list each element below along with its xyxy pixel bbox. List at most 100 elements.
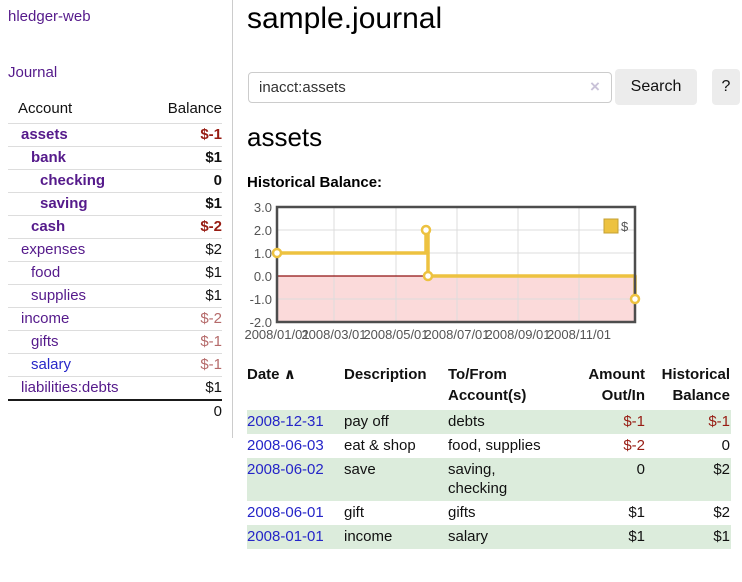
transaction-description: gift [344, 504, 365, 521]
accounts-header-account: Account [18, 100, 73, 117]
sidebar-item-journal[interactable]: Journal [8, 64, 58, 81]
account-balance: $1 [151, 146, 222, 170]
svg-text:2008/03/01: 2008/03/01 [301, 327, 366, 342]
svg-text:-2.0: -2.0 [250, 315, 272, 330]
transaction-date-link[interactable]: 2008-12-31 [247, 413, 324, 430]
accounts-total-value: 0 [151, 399, 222, 423]
date-header-label: Date [247, 366, 280, 383]
transaction-amount: $1 [628, 528, 645, 545]
accounts-header-row: Account Balance [8, 96, 222, 124]
search-form: × Search ? [247, 69, 742, 105]
account-row-checking: checking 0 [8, 169, 222, 193]
transaction-accounts: gifts [448, 504, 476, 521]
chart-data-markers [271, 224, 641, 305]
account-balance: $-1 [151, 353, 222, 377]
register-row: 2008-06-01 gift gifts $1 $2 [247, 501, 731, 525]
transaction-description: save [344, 461, 376, 478]
account-balance: $-1 [151, 123, 222, 147]
account-link-expenses[interactable]: expenses [21, 241, 86, 258]
svg-text:-1.0: -1.0 [250, 292, 272, 307]
page-title: sample.journal [247, 2, 443, 35]
register-header-row: Date ∧ Description To/From Account(s) Am… [247, 360, 731, 410]
register-row: 2008-06-03 eat & shop food, supplies $-2… [247, 434, 731, 458]
account-link-income[interactable]: income [21, 310, 70, 327]
chart-x-axis-labels: 2008/01/01 2008/03/01 2008/05/01 2008/07… [244, 327, 611, 342]
register-row: 2008-12-31 pay off debts $-1 $-1 [247, 410, 731, 434]
svg-text:2008/11/01: 2008/11/01 [547, 327, 611, 342]
account-heading: assets [247, 122, 323, 152]
search-input[interactable] [248, 72, 612, 103]
sidebar: hledger-web Journal Account Balance asse… [0, 0, 233, 438]
account-balance: $1 [151, 376, 222, 400]
svg-text:3.0: 3.0 [254, 200, 272, 215]
account-link-food[interactable]: food [31, 264, 61, 281]
register-header-date[interactable]: Date ∧ [247, 360, 344, 410]
register-header-amount: Amount Out/In [588, 366, 645, 404]
transaction-accounts: food, supplies [448, 437, 541, 454]
account-row-cash: cash $-2 [8, 215, 222, 239]
account-row-gifts: gifts $-1 [8, 330, 222, 354]
account-link-cash[interactable]: cash [31, 218, 66, 235]
account-balance: $1 [151, 192, 222, 216]
app-title-link[interactable]: hledger-web [8, 8, 91, 25]
account-balance: $-2 [151, 307, 222, 331]
account-row-liabilities-debts: liabilities:debts $1 [8, 376, 222, 400]
account-link-checking[interactable]: checking [40, 172, 106, 189]
transaction-accounts: debts [448, 413, 485, 430]
account-balance: $2 [151, 238, 222, 262]
account-row-food: food $1 [8, 261, 222, 285]
account-balance: $-1 [151, 330, 222, 354]
account-balance: $-2 [151, 215, 222, 239]
svg-text:2008/05/01: 2008/05/01 [363, 327, 428, 342]
chart-legend: $ [603, 218, 629, 234]
accounts-header-balance: Balance [167, 100, 222, 117]
account-row-bank: bank $1 [8, 146, 222, 170]
account-link-bank[interactable]: bank [31, 149, 67, 166]
chart-gridlines [277, 207, 635, 322]
account-link-liabilities-debts[interactable]: liabilities:debts [21, 379, 119, 396]
register-row: 2008-01-01 income salary $1 $1 [247, 525, 731, 549]
account-link-assets[interactable]: assets [21, 126, 68, 143]
historical-balance-chart: $ 3.0 2.0 1.0 0.0 -1.0 -2.0 2008/01/01 2… [244, 200, 641, 342]
transaction-accounts: saving, checking [448, 461, 508, 497]
register-header-balance: Historical Balance [661, 366, 730, 404]
svg-text:2008/01/01: 2008/01/01 [244, 327, 309, 342]
transaction-date-link[interactable]: 2008-01-01 [247, 528, 324, 545]
register-header-description: Description [344, 366, 427, 383]
legend-swatch-icon [603, 218, 619, 234]
transaction-date-link[interactable]: 2008-06-01 [247, 504, 324, 521]
transaction-description: pay off [344, 413, 389, 430]
transaction-balance: $2 [713, 504, 730, 521]
svg-text:0.0: 0.0 [254, 269, 272, 284]
account-row-expenses: expenses $2 [8, 238, 222, 262]
svg-text:2008/09/01: 2008/09/01 [485, 327, 550, 342]
search-button[interactable]: Search [615, 69, 697, 105]
transaction-date-link[interactable]: 2008-06-02 [247, 461, 324, 478]
legend-label: $ [621, 219, 629, 234]
account-link-gifts[interactable]: gifts [31, 333, 59, 350]
transaction-date-link[interactable]: 2008-06-03 [247, 437, 324, 454]
transaction-amount: $1 [628, 504, 645, 521]
transaction-balance: $2 [713, 461, 730, 478]
account-link-saving[interactable]: saving [40, 195, 88, 212]
transaction-balance: $1 [713, 528, 730, 545]
clear-search-icon[interactable]: × [590, 77, 600, 96]
accounts-table: Account Balance assets $-1 bank $1 check… [8, 96, 222, 423]
sort-ascending-icon: ∧ [283, 366, 296, 383]
transaction-amount: 0 [636, 461, 645, 478]
chart-border [275, 205, 637, 324]
chart-y-axis-labels: 3.0 2.0 1.0 0.0 -1.0 -2.0 [250, 200, 272, 330]
account-link-salary[interactable]: salary [31, 356, 72, 373]
accounts-total-row: 0 [8, 399, 222, 423]
account-row-assets: assets $-1 [8, 123, 222, 147]
svg-text:2008/07/01: 2008/07/01 [424, 327, 489, 342]
account-row-salary: salary $-1 [8, 353, 222, 377]
register-header-accounts: To/From Account(s) [448, 366, 527, 404]
chart-title: Historical Balance: [247, 174, 383, 191]
transaction-amount: $-1 [623, 413, 645, 430]
account-link-supplies[interactable]: supplies [31, 287, 87, 304]
transaction-description: income [344, 528, 393, 545]
transaction-description: eat & shop [344, 437, 416, 454]
account-row-income: income $-2 [8, 307, 222, 331]
help-button[interactable]: ? [712, 69, 740, 105]
